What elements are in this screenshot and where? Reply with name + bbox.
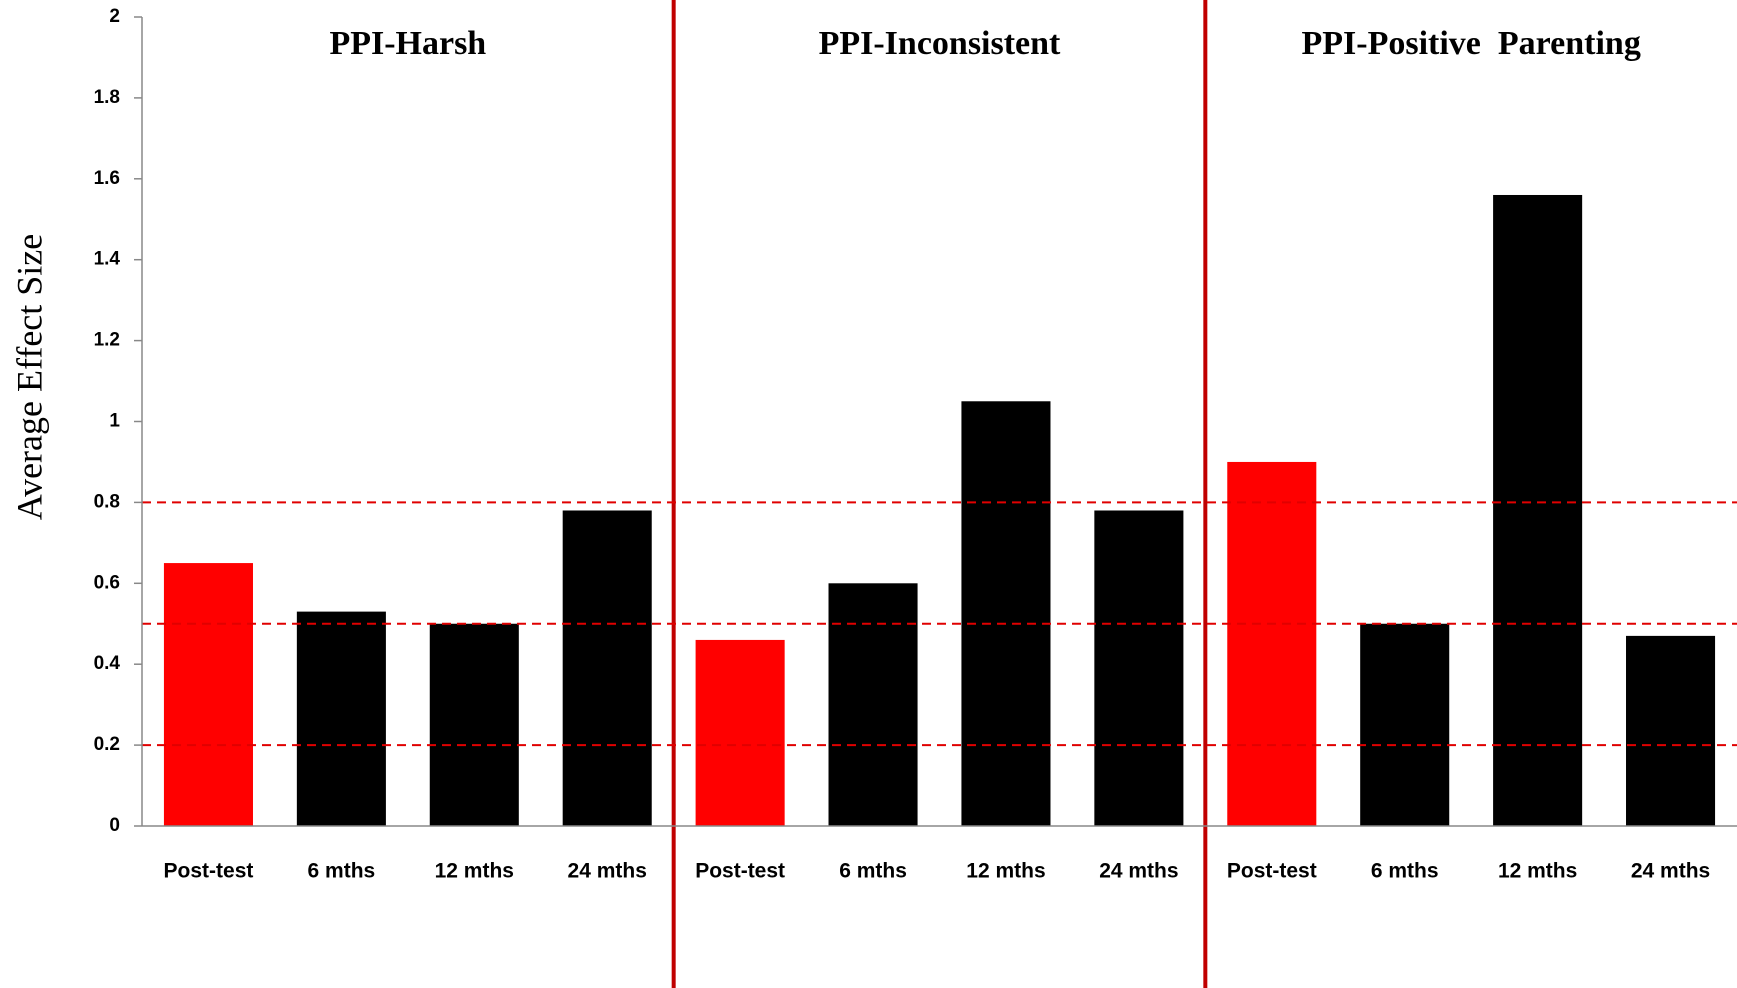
x-tick-label: 24 mths [1099,860,1178,883]
y-tick-label: 1.6 [94,168,120,189]
group-title: PPI-Harsh [329,25,486,62]
y-tick-label: 1.2 [94,330,120,351]
group-title: PPI-Inconsistent [819,25,1061,62]
y-axis-label: Average Effect Size [9,234,49,521]
y-tick-label: 0.8 [94,491,120,512]
bar [1493,194,1583,827]
bar [163,563,253,826]
bar [695,639,785,826]
x-tick-label: 12 mths [1498,860,1577,883]
x-tick-label: 6 mths [1371,860,1439,883]
x-tick-label: 12 mths [435,860,514,883]
y-tick-label: 0.6 [94,572,120,593]
y-tick-label: 0 [109,815,120,836]
bar [296,611,386,826]
bar [429,623,519,826]
x-tick-label: 24 mths [568,860,647,883]
y-tick-label: 1.8 [94,87,120,108]
y-tick-label: 1 [109,411,120,432]
bar [961,401,1051,826]
x-tick-label: 6 mths [308,860,376,883]
bar [1227,461,1317,826]
x-tick-label: Post-test [1227,860,1317,883]
x-tick-label: 6 mths [839,860,907,883]
bar [1094,510,1184,826]
bar [828,583,918,826]
bar [562,510,652,826]
y-tick-label: 0.2 [94,734,120,755]
y-tick-label: 1.4 [94,249,121,270]
x-tick-label: Post-test [695,860,785,883]
x-tick-label: 12 mths [966,860,1045,883]
y-tick-label: 2 [109,6,120,27]
group-title: PPI-Positive Parenting [1302,25,1641,62]
bar [1360,623,1450,826]
x-tick-label: 24 mths [1631,860,1710,883]
y-tick-label: 0.4 [94,653,121,674]
bar [1626,635,1716,826]
x-tick-label: Post-test [164,860,254,883]
